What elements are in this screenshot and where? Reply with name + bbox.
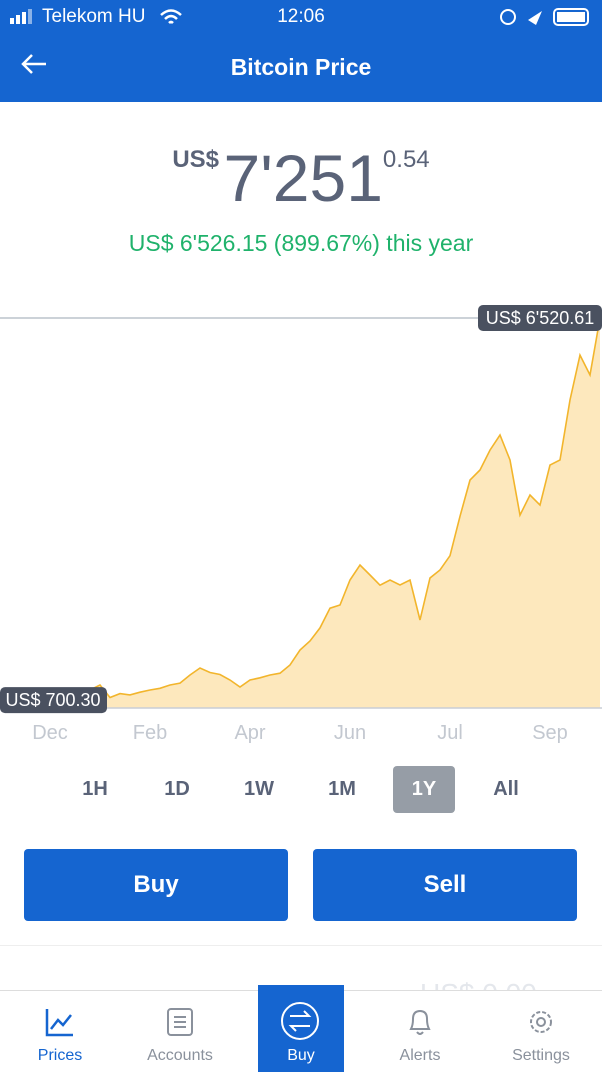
x-tick-label: Apr bbox=[234, 722, 265, 744]
x-tick-label: Sep bbox=[532, 722, 568, 744]
min-label-bg bbox=[0, 687, 107, 714]
status-icons bbox=[500, 8, 589, 26]
tab-prices[interactable]: Prices bbox=[5, 991, 115, 1072]
tab-label: Prices bbox=[37, 1047, 83, 1064]
range-selector: 1H 1D 1W 1M 1Y All bbox=[0, 766, 602, 814]
x-tick-label: Feb bbox=[133, 722, 167, 744]
signal-icon bbox=[10, 9, 32, 24]
price-chart: US$ 6'520.61 US$ 700.30 Dec Feb Apr Jun Jul Sep bbox=[0, 305, 602, 744]
tab-alerts[interactable]: Alerts bbox=[365, 991, 475, 1072]
range-button[interactable]: 1Y bbox=[393, 766, 455, 813]
tab-label: Settings bbox=[512, 1047, 570, 1064]
price: US$ 7'2510.54 bbox=[0, 140, 602, 216]
back-button[interactable] bbox=[20, 52, 48, 76]
sell-button[interactable]: Sell bbox=[313, 849, 577, 921]
tab-accounts[interactable]: Accounts bbox=[125, 991, 235, 1072]
tab-label: Buy bbox=[287, 1047, 315, 1064]
page-title: Bitcoin Price bbox=[230, 54, 372, 80]
price-fraction: 0.54 bbox=[382, 146, 430, 173]
price-currency: US$ bbox=[172, 146, 220, 173]
max-label: US$ 6'520.61 bbox=[486, 308, 595, 328]
price-change: US$ 6'526.15 (899.67%) this year bbox=[128, 230, 474, 256]
divider bbox=[0, 945, 602, 946]
x-tick-label: Jun bbox=[334, 722, 366, 744]
clock: 12:06 bbox=[277, 6, 325, 27]
wifi-icon bbox=[160, 9, 182, 24]
range-button[interactable]: All bbox=[493, 778, 519, 800]
tab-label: Accounts bbox=[147, 1047, 213, 1064]
price-whole: 7'251 bbox=[223, 141, 383, 215]
tab-label: Alerts bbox=[399, 1047, 441, 1064]
area-fill bbox=[0, 318, 600, 708]
range-button[interactable]: 1W bbox=[244, 778, 274, 800]
range-button[interactable]: 1D bbox=[164, 778, 190, 800]
tab-buy[interactable]: Buy bbox=[258, 985, 344, 1072]
min-label: US$ 700.30 bbox=[5, 690, 100, 710]
x-tick-label: Jul bbox=[437, 722, 463, 744]
price-line bbox=[0, 317, 601, 701]
range-button[interactable]: 1H bbox=[82, 778, 108, 800]
max-label-bg bbox=[478, 305, 602, 331]
x-tick-label: Dec bbox=[32, 722, 68, 744]
top-bar: Telekom HU 12:06 Bitcoin Price bbox=[0, 0, 602, 102]
range-button[interactable]: 1M bbox=[328, 778, 356, 800]
tab-settings[interactable]: Settings bbox=[486, 991, 596, 1072]
tab-bar: Prices Accounts Buy Alerts Settings bbox=[0, 985, 602, 1072]
buy-button[interactable]: Buy bbox=[24, 849, 288, 921]
carrier: Telekom HU bbox=[42, 6, 146, 27]
